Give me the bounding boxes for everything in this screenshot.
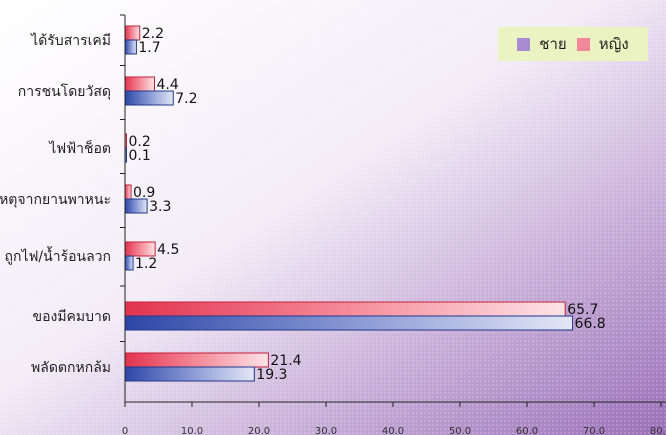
x-tick-label: 30.0 <box>315 426 337 435</box>
legend-item-male: ชาย <box>517 32 567 56</box>
data-label-female: 21.4 <box>270 353 301 369</box>
data-label-male: 3.3 <box>149 199 171 215</box>
data-label-female: 65.7 <box>567 302 598 318</box>
data-label-female: 4.5 <box>157 242 179 258</box>
bars-layer: 2.21.7 4.47.2 0.20.1 0.93.3 4.51.2 65.766.8 21… <box>124 25 606 383</box>
bar-female <box>124 352 269 368</box>
bar-female <box>124 25 141 41</box>
data-label-male: 1.7 <box>138 40 160 56</box>
x-tick-label: 80.0 <box>650 426 666 435</box>
data-label-male: 7.2 <box>175 91 197 107</box>
legend: ชาย หญิง <box>498 27 648 61</box>
data-label-male: 66.8 <box>575 316 606 332</box>
category-label: ของมีคมบาด <box>33 309 111 325</box>
data-label-male: 19.3 <box>256 367 287 383</box>
data-label-female: 0.9 <box>133 185 155 201</box>
axes: 0 10.0 20.0 30.0 40.0 50.0 60.0 70.0 80.0 <box>120 14 666 435</box>
x-tick-label: 20.0 <box>248 426 270 435</box>
data-label-female: 4.4 <box>156 77 178 93</box>
x-tick-label: 10.0 <box>181 426 203 435</box>
bar-female <box>124 301 566 317</box>
data-label-female: 2.2 <box>142 26 164 42</box>
x-tick-label: 50.0 <box>449 426 471 435</box>
x-tick-label: 70.0 <box>583 426 605 435</box>
x-tick-label: 40.0 <box>382 426 404 435</box>
x-tick-label: 0 <box>122 426 128 435</box>
data-label-male: 0.1 <box>129 148 151 164</box>
category-label: พลัดตกหกล้ม <box>31 360 111 376</box>
category-labels: ได้รับสารเคมีการชนโดยวัสดุไฟฟ้าช็อตเหตุจ… <box>0 32 111 376</box>
data-label-female: 0.2 <box>129 134 151 150</box>
category-label: เหตุจากยานพาหนะ <box>0 192 111 208</box>
bar-female <box>124 241 156 257</box>
bar-female <box>124 184 132 200</box>
legend-swatch-female <box>576 37 590 51</box>
bar-male <box>124 255 134 271</box>
bar-male <box>124 315 574 331</box>
legend-swatch-male <box>517 37 531 51</box>
x-tick-label: 60.0 <box>516 426 538 435</box>
bar-male <box>124 366 255 382</box>
category-label: ได้รับสารเคมี <box>30 32 111 49</box>
category-label: การชนโดยวัสดุ <box>18 83 111 100</box>
bar-male <box>124 90 174 106</box>
category-label: ไฟฟ้าช็อต <box>48 139 111 157</box>
legend-item-female: หญิง <box>576 32 629 56</box>
legend-label-male: ชาย <box>539 35 567 53</box>
bar-male <box>124 198 148 214</box>
legend-label-female: หญิง <box>598 35 629 53</box>
category-label: ถูกไฟ/น้ำร้อนลวก <box>5 246 111 265</box>
bar-male <box>124 39 137 55</box>
data-label-male: 1.2 <box>135 256 157 272</box>
bar-female <box>124 76 155 92</box>
